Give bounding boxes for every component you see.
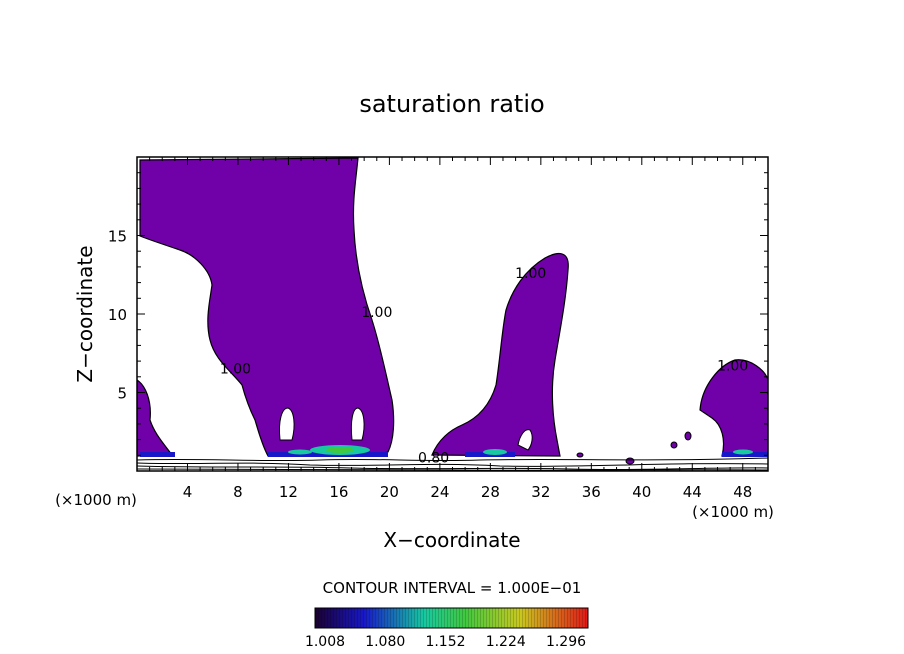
x-tick-label: 28 (481, 483, 500, 501)
contour-label: 1.00 (361, 305, 392, 321)
supersaturation-bands (140, 445, 768, 457)
contour-labels: 1.00 1.00 1.00 1.00 0.80 (220, 266, 748, 466)
y-axis: 5 10 15 (108, 172, 768, 456)
region-central-plume (431, 252, 569, 457)
colorbar-tick-label: 1.224 (486, 634, 526, 650)
x-tick-label: 44 (683, 483, 702, 501)
colorbar-tick-label: 1.008 (305, 634, 345, 650)
region-main-plume (139, 157, 395, 457)
plot-area (137, 157, 768, 471)
supersaturated-fill (137, 157, 768, 457)
contour-label: 1.00 (717, 359, 748, 375)
x-tick-label: 24 (430, 483, 449, 501)
x-unit-left: (×1000 m) (55, 491, 137, 509)
chart-title: saturation ratio (359, 90, 544, 118)
colorbar-tick-label: 1.152 (425, 634, 465, 650)
contour-label: 0.80 (418, 450, 449, 466)
y-tick-label: 10 (108, 306, 127, 324)
y-tick-label: 15 (108, 228, 127, 246)
colorbar-labels: 1.008 1.080 1.152 1.224 1.296 (305, 634, 586, 650)
x-tick-label: 48 (733, 483, 752, 501)
contour-label: 1.00 (515, 266, 546, 282)
x-tick-label: 36 (582, 483, 601, 501)
x-unit-right: (×1000 m) (692, 503, 774, 521)
x-tick-label: 40 (632, 483, 651, 501)
x-tick-label: 12 (279, 483, 298, 501)
x-tick-label: 8 (233, 483, 243, 501)
x-axis: 4 8 12 16 20 24 28 32 36 40 44 48 (149, 157, 756, 501)
x-tick-label: 16 (329, 483, 348, 501)
region-right-plume (699, 359, 768, 457)
contour-interval: CONTOUR INTERVAL = 1.000E−01 (323, 579, 582, 597)
y-tick-label: 5 (117, 385, 127, 403)
y-axis-label: Z−coordinate (73, 245, 97, 382)
x-tick-label: 32 (531, 483, 550, 501)
x-axis-label: X−coordinate (383, 528, 520, 552)
contour-label: 1.00 (220, 362, 251, 378)
x-tick-label: 4 (183, 483, 193, 501)
colorbar-tick-label: 1.296 (546, 634, 586, 650)
colorbar (314, 607, 589, 629)
colorbar-tick-label: 1.080 (365, 634, 405, 650)
x-tick-label: 20 (380, 483, 399, 501)
